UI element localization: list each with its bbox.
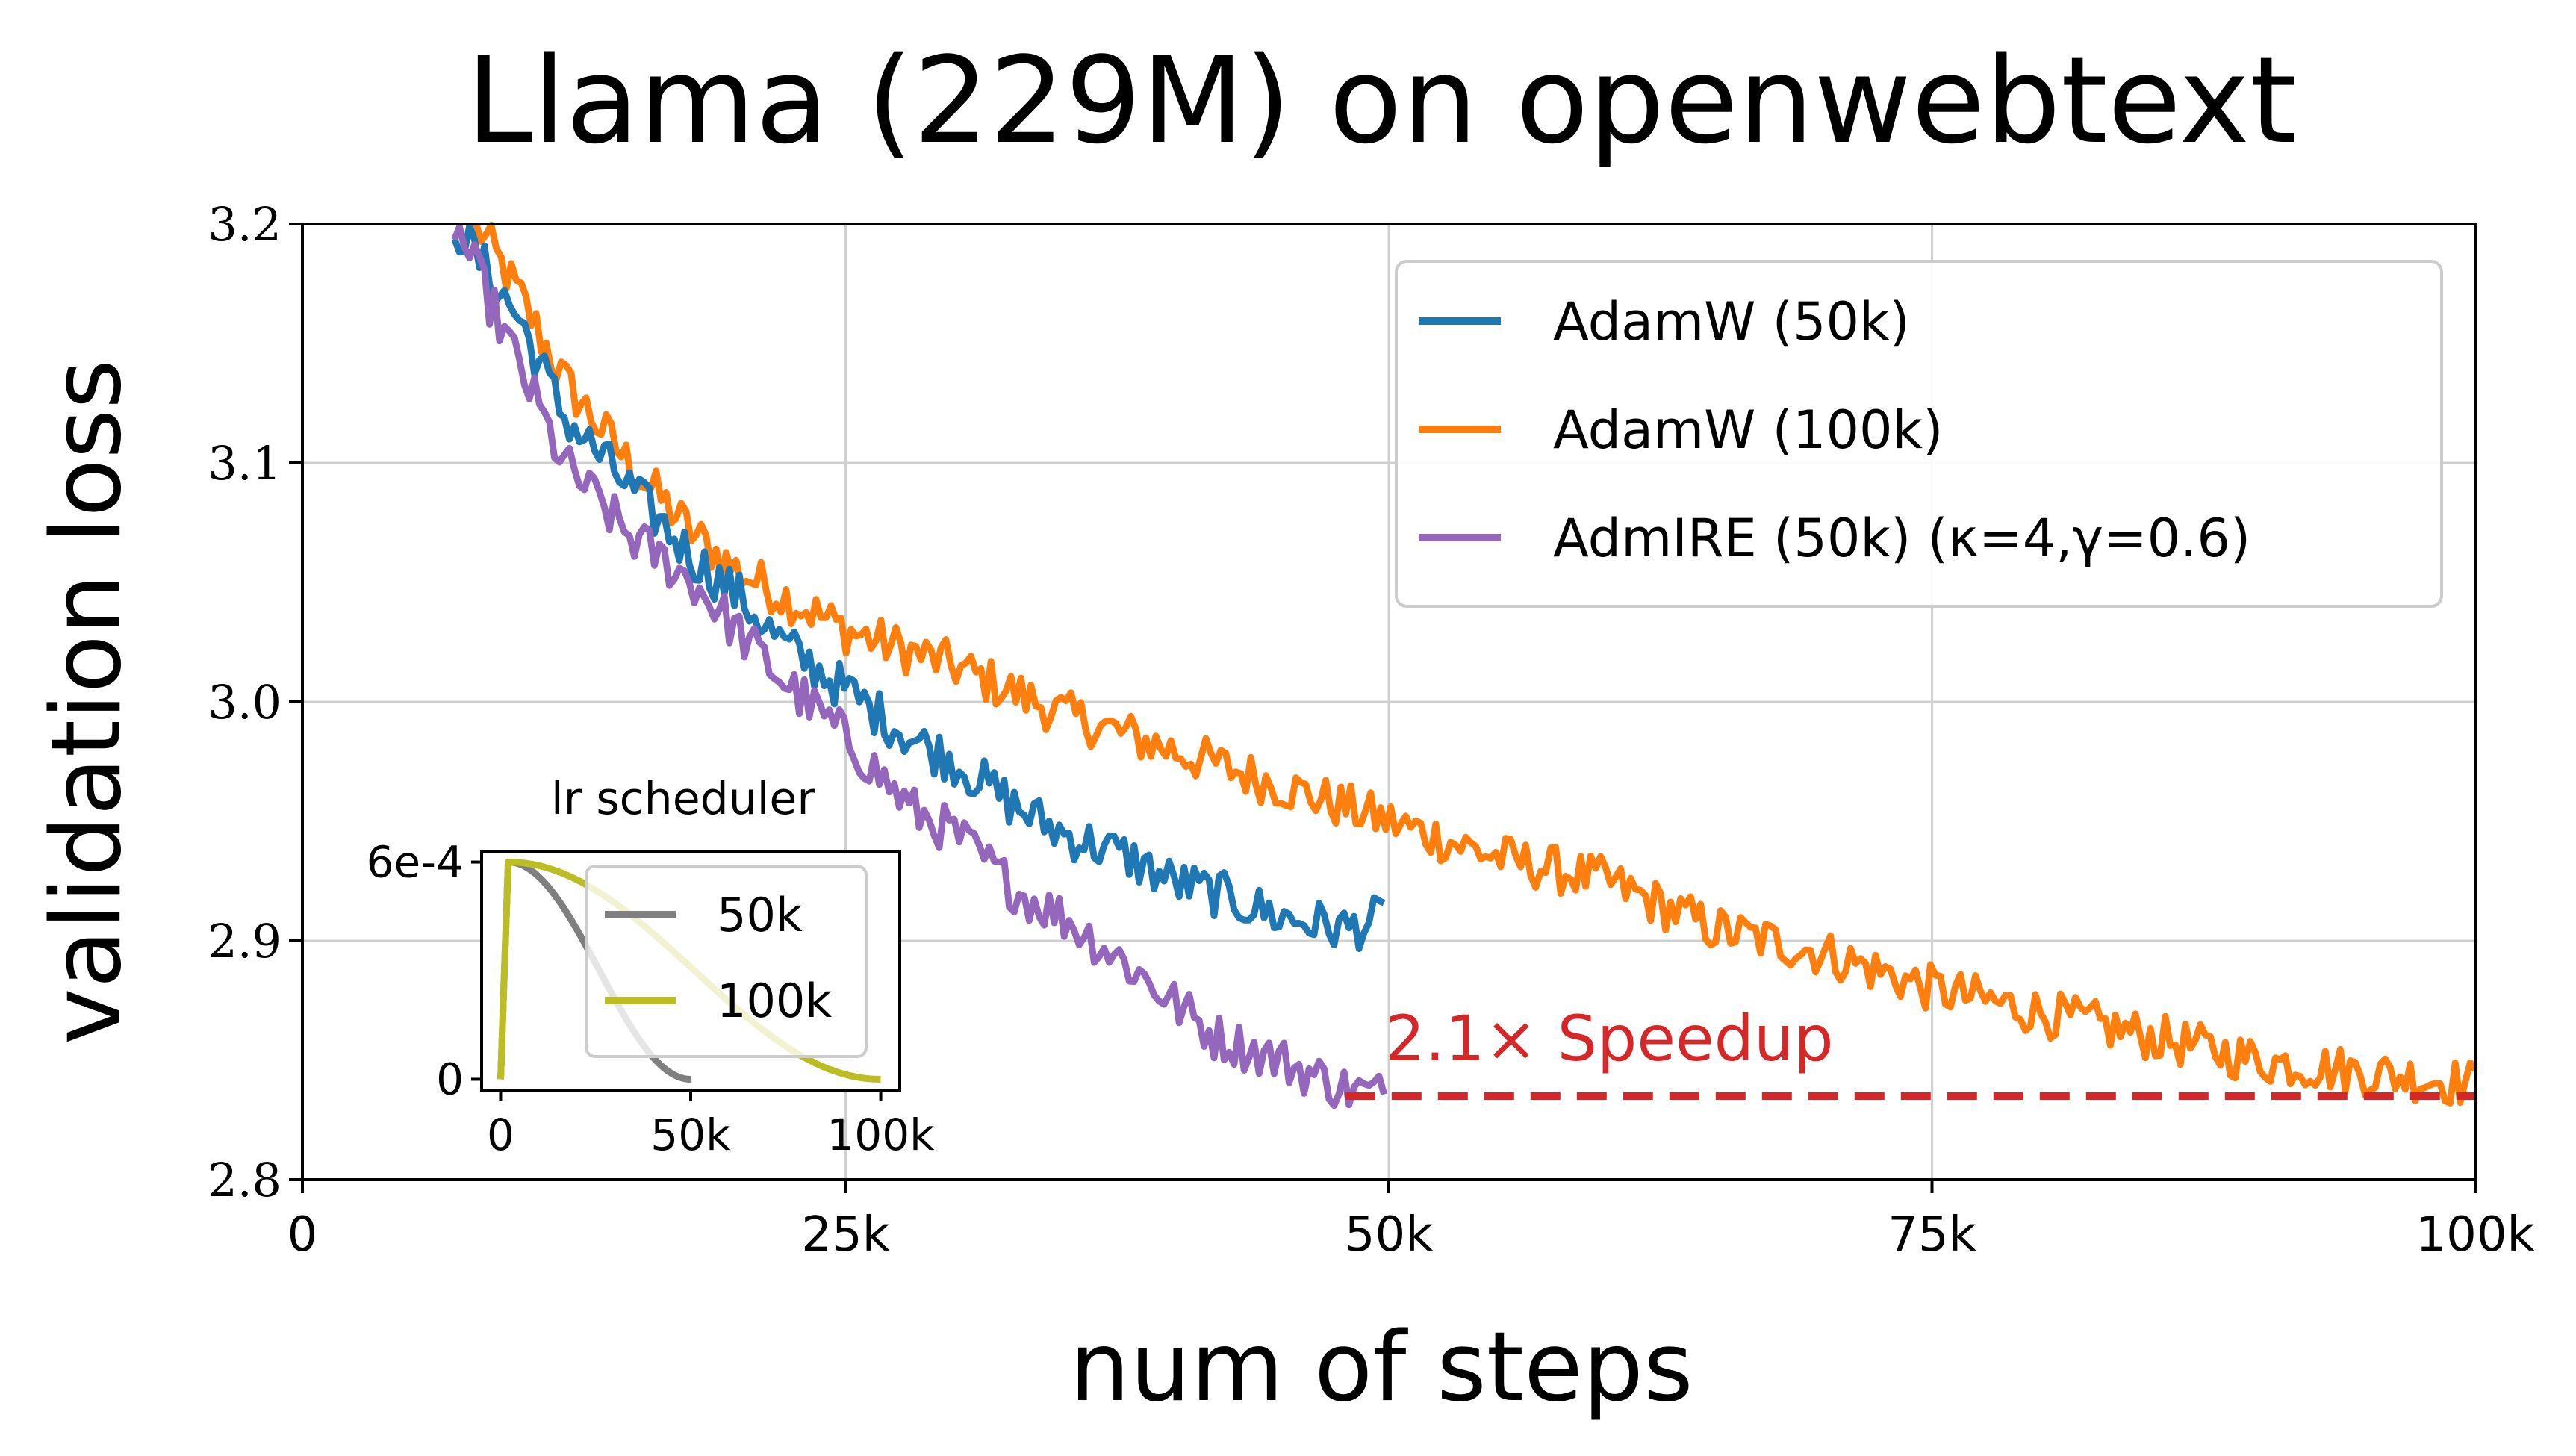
y-tick-label: 3.0 — [208, 675, 281, 729]
inset-x-tick-label: 100k — [827, 1110, 935, 1160]
inset-legend: 50k 100k — [585, 865, 868, 1058]
inset-title: lr scheduler — [551, 773, 815, 825]
main-series — [451, 221, 2478, 1110]
legend-box — [1395, 260, 2443, 608]
x-axis-label: num of steps — [1069, 1312, 1693, 1423]
x-tick-label: 100k — [2415, 1207, 2534, 1263]
inset-legend-label-50k: 50k — [717, 888, 803, 942]
y-tick-label: 2.9 — [208, 914, 281, 968]
y-tick-label: 3.2 — [208, 197, 281, 252]
x-tick-label: 0 — [287, 1207, 318, 1263]
inset-x-tick-label: 0 — [487, 1110, 514, 1160]
inset-x-tick-label: 50k — [650, 1110, 731, 1160]
x-tick-label: 75k — [1888, 1207, 1976, 1263]
main-legend: AdamW (50k) AdamW (100k) AdmIRE (50k) (κ… — [1395, 260, 2443, 608]
legend-label-admire-50k: AdmIRE (50k) (κ=4,γ=0.6) — [1553, 508, 2250, 569]
inset-y-tick-label: 0 — [436, 1054, 464, 1104]
legend-label-adamw-50k: AdamW (50k) — [1553, 291, 1910, 352]
legend-label-adamw-100k: AdamW (100k) — [1553, 399, 1943, 461]
y-axis-label: validation loss — [31, 359, 143, 1045]
inset-legend-label-100k: 100k — [717, 974, 832, 1028]
series-line-0 — [451, 223, 1386, 952]
inset-chart: lr scheduler 0 50k 100k 0 6e-4 50k 100k — [367, 773, 936, 1160]
speedup-annotation: 2.1× Speedup — [1385, 1002, 1834, 1075]
main-ticks: 0 25k 50k 75k 100k 2.8 2.9 3.0 3.1 3.2 — [208, 197, 2534, 1263]
x-tick-label: 50k — [1345, 1207, 1434, 1263]
y-tick-label: 2.8 — [208, 1153, 281, 1207]
y-tick-label: 3.1 — [208, 436, 281, 491]
series-line-1 — [473, 221, 2478, 1107]
x-tick-label: 25k — [801, 1207, 890, 1263]
inset-y-tick-label: 6e-4 — [367, 837, 464, 888]
inset-ticks: 0 50k 100k 0 6e-4 — [367, 837, 936, 1160]
series-line-2 — [451, 223, 1387, 1110]
chart-title: Llama (229M) on openwebtext — [466, 31, 2297, 170]
